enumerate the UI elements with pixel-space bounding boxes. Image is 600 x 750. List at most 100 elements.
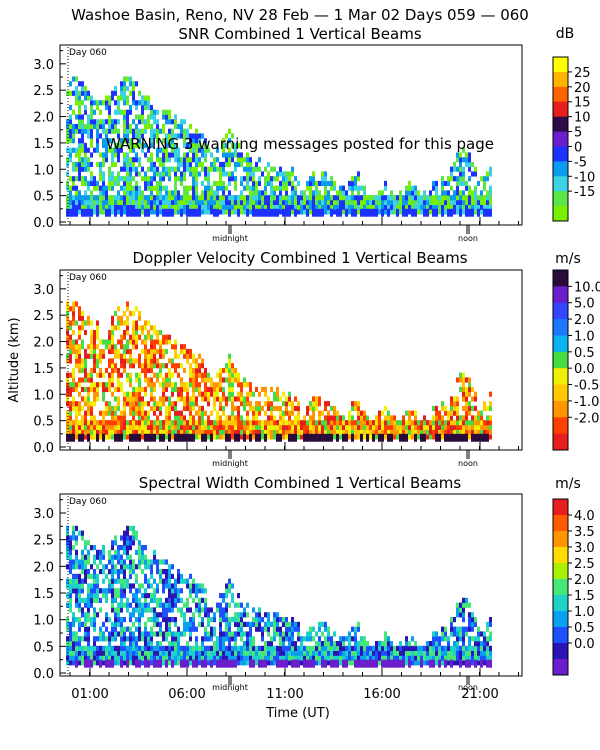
- snr-echo-cell: [225, 204, 228, 210]
- snr-echo-cell: [102, 123, 105, 130]
- spectral-width-echo-cell: [66, 660, 69, 666]
- doppler-echo-cell: [390, 415, 393, 421]
- doppler-echo-cell: [177, 391, 180, 397]
- snr-echo-cell: [120, 81, 123, 87]
- spectral-width-echo-cell: [384, 650, 387, 656]
- snr-echo-cell: [348, 195, 351, 201]
- spectral-width-echo-cell: [390, 645, 393, 651]
- doppler-echo-cell: [90, 320, 93, 326]
- doppler-surface-echo: [117, 433, 120, 442]
- doppler-echo-cell: [123, 348, 126, 355]
- doppler-data-field: [66, 301, 492, 442]
- spectral-width-echo-cell: [81, 564, 84, 570]
- doppler-echo-cell: [90, 377, 93, 383]
- spectral-width-echo-cell: [297, 645, 300, 651]
- doppler-echo-cell: [462, 420, 465, 426]
- doppler-echo-cell: [249, 424, 252, 430]
- snr-echo-cell: [477, 180, 480, 187]
- spectral-width-echo-cell: [123, 626, 126, 632]
- snr-echo-cell: [204, 152, 207, 158]
- spectral-width-echo-cell: [123, 583, 126, 589]
- spectral-width-echo-cell: [468, 650, 471, 656]
- doppler-echo-cell: [210, 424, 213, 430]
- doppler-echo-cell: [456, 377, 459, 383]
- doppler-echo-cell: [90, 429, 93, 435]
- doppler-echo-cell: [438, 429, 441, 435]
- spectral-width-echo-cell: [132, 645, 135, 651]
- snr-echo-cell: [159, 190, 162, 196]
- spectral-width-echo-cell: [162, 607, 165, 613]
- spectral-width-echo-cell: [276, 612, 279, 618]
- doppler-echo-cell: [438, 420, 441, 426]
- snr-echo-cell: [84, 166, 87, 172]
- snr-echo-cell: [108, 199, 111, 205]
- doppler-echo-cell: [123, 329, 126, 336]
- snr-echo-cell: [408, 180, 411, 187]
- snr-echo-cell: [111, 161, 114, 168]
- doppler-echo-cell: [345, 424, 348, 430]
- spectral-width-echo-cell: [171, 641, 174, 647]
- snr-echo-cell: [138, 142, 141, 149]
- spectral-width-echo-cell: [153, 588, 156, 594]
- snr-echo-cell: [255, 199, 258, 205]
- snr-echo-cell: [483, 195, 486, 201]
- doppler-echo-cell: [66, 377, 69, 383]
- snr-echo-cell: [246, 185, 249, 191]
- doppler-echo-cell: [339, 420, 342, 426]
- snr-echo-cell: [198, 195, 201, 201]
- doppler-echo-cell: [465, 405, 468, 412]
- spectral-width-echo-cell: [207, 655, 210, 661]
- spectral-width-surface-echo: [345, 659, 348, 668]
- spectral-width-echo-cell: [129, 525, 132, 531]
- snr-echo-cell: [195, 166, 198, 172]
- snr-echo-cell: [279, 185, 282, 191]
- snr-echo-cell: [336, 190, 339, 196]
- spectral-width-echo-cell: [456, 641, 459, 647]
- snr-surface-echo: [450, 208, 453, 217]
- spectral-width-echo-cell: [66, 564, 69, 570]
- doppler-echo-cell: [159, 424, 162, 430]
- snr-surface-echo: [237, 208, 240, 217]
- doppler-echo-cell: [333, 424, 336, 430]
- spectral-width-echo-cell: [93, 655, 96, 661]
- spectral-width-echo-cell: [111, 636, 114, 642]
- spectral-width-echo-cell: [264, 612, 267, 618]
- doppler-echo-cell: [87, 405, 90, 412]
- spectral-width-echo-cell: [351, 650, 354, 656]
- doppler-colorbar-swatch: [553, 384, 568, 402]
- spectral-width-echo-cell: [210, 607, 213, 613]
- doppler-echo-cell: [330, 420, 333, 426]
- doppler-echo-cell: [429, 420, 432, 426]
- doppler-echo-cell: [198, 420, 201, 426]
- doppler-echo-cell: [384, 415, 387, 421]
- doppler-echo-cell: [192, 424, 195, 430]
- snr-echo-cell: [327, 209, 330, 215]
- spectral-width-echo-cell: [120, 588, 123, 594]
- snr-echo-cell: [288, 204, 291, 210]
- snr-echo-cell: [195, 147, 198, 153]
- doppler-echo-cell: [489, 434, 492, 440]
- snr-echo-cell: [366, 195, 369, 201]
- snr-surface-echo: [414, 208, 417, 217]
- spectral-width-echo-cell: [489, 650, 492, 656]
- spectral-width-echo-cell: [162, 631, 165, 637]
- spectral-width-surface-echo: [165, 659, 168, 668]
- doppler-echo-cell: [336, 415, 339, 421]
- doppler-colorbar-swatch: [553, 417, 568, 435]
- snr-echo-cell: [333, 209, 336, 215]
- spectral-width-echo-cell: [69, 588, 72, 594]
- snr-echo-cell: [480, 190, 483, 196]
- doppler-echo-cell: [132, 344, 135, 350]
- doppler-echo-cell: [78, 306, 81, 312]
- doppler-colorbar-label: -0.5: [574, 379, 599, 394]
- doppler-echo-cell: [117, 348, 120, 355]
- doppler-echo-cell: [207, 396, 210, 402]
- spectral-width-echo-cell: [96, 554, 99, 560]
- doppler-echo-cell: [180, 410, 183, 416]
- spectral-width-echo-cell: [306, 655, 309, 661]
- doppler-echo-cell: [114, 429, 117, 435]
- doppler-echo-cell: [174, 386, 177, 393]
- snr-echo-cell: [240, 180, 243, 187]
- doppler-echo-cell: [108, 410, 111, 416]
- spectral-width-echo-cell: [117, 621, 120, 627]
